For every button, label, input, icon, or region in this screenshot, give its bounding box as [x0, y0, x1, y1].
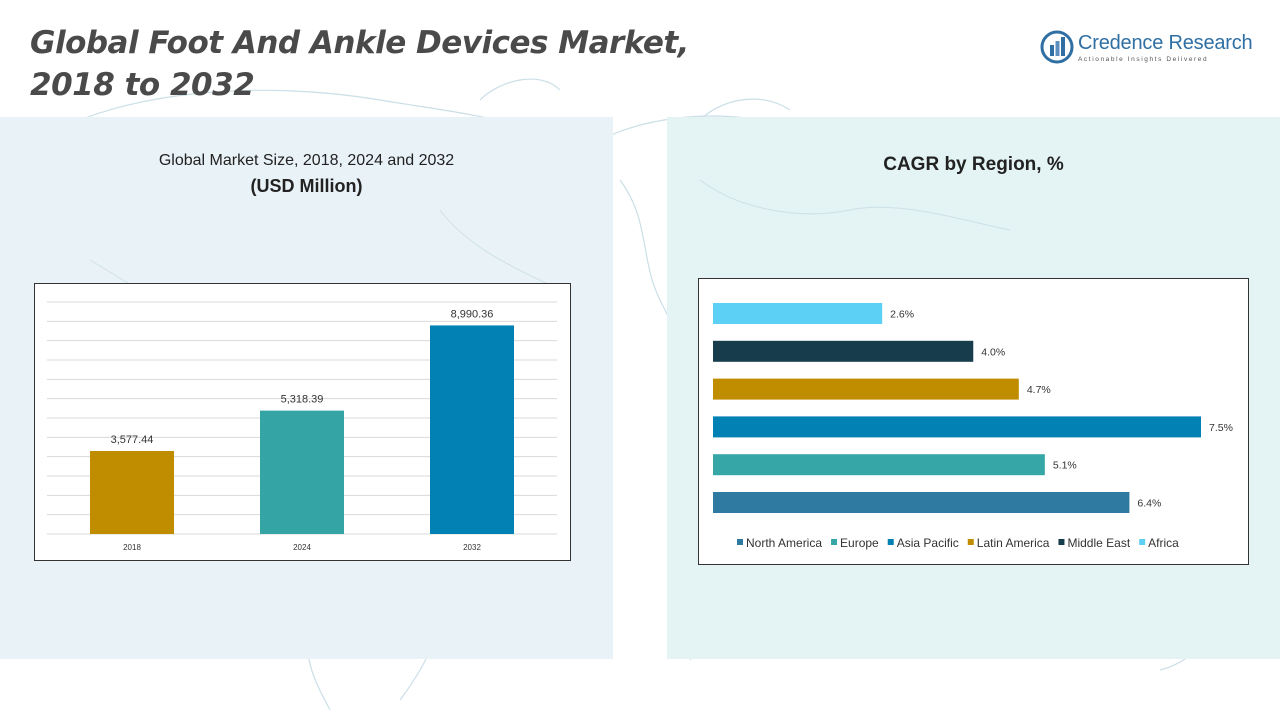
- legend: North America Europe Asia Pacific Latin Ame…: [737, 536, 1179, 550]
- bar-middle-east: [713, 340, 974, 362]
- data-label-europe: 5.1%: [1053, 460, 1077, 472]
- cagr-chart-svg: 2.6% 4.0% 4.7% 7.5% 5.1% 6.4% North America Eur…: [713, 303, 1233, 550]
- bar-north-america: [713, 492, 1130, 513]
- bar-2018: [90, 451, 174, 534]
- legend-label-middle-east: Middle East: [1067, 536, 1130, 550]
- bar-2024: [260, 410, 344, 534]
- legend-label-latin-america: Latin America: [977, 536, 1050, 550]
- legend-swatch-latin-america: [967, 539, 974, 545]
- x-tick-label-2018: 2018: [123, 543, 141, 552]
- data-label-2032: 8,990.36: [451, 308, 494, 320]
- credence-logo-icon: [1040, 30, 1074, 64]
- cagr-chart: 2.6% 4.0% 4.7% 7.5% 5.1% 6.4% North America Eur…: [698, 278, 1249, 565]
- legend-swatch-africa: [1139, 539, 1146, 545]
- legend-label-europe: Europe: [840, 536, 879, 550]
- bar-europe: [713, 454, 1045, 476]
- bar-africa: [713, 303, 883, 324]
- data-label-north-america: 6.4%: [1137, 498, 1161, 510]
- market-size-chart-svg: 3,577.44 2018 5,318.39 2024 8,990.36 2032: [47, 301, 557, 552]
- legend-swatch-asia-pacific: [887, 539, 894, 545]
- data-label-middle-east: 4.0%: [981, 346, 1005, 358]
- page-title-line-1: Global Foot And Ankle Devices Market,: [30, 25, 689, 61]
- data-label-latin-america: 4.7%: [1027, 384, 1051, 396]
- legend-swatch-north-america: [737, 539, 743, 545]
- bar-latin-america: [713, 378, 1019, 400]
- legend-label-asia-pacific: Asia Pacific: [897, 536, 959, 550]
- x-tick-label-2024: 2024: [293, 543, 311, 552]
- market-size-chart: 3,577.44 2018 5,318.39 2024 8,990.36 2032: [34, 283, 571, 561]
- market-size-subtitle: Global Market Size, 2018, 2024 and 2032: [158, 152, 455, 169]
- company-logo: Credence Research Actionable Insights De…: [1040, 30, 1255, 70]
- data-label-2024: 5,318.39: [281, 394, 324, 406]
- bar-2032: [430, 325, 514, 534]
- bar-asia-pacific: [713, 416, 1201, 438]
- legend-label-north-america: North America: [746, 536, 822, 550]
- cagr-title: CAGR by Region, %: [883, 154, 1064, 175]
- logo-name: Credence Research: [1078, 32, 1253, 54]
- data-label-2018: 3,577.44: [111, 434, 154, 446]
- market-size-unit: (USD Million): [250, 176, 363, 196]
- legend-swatch-europe: [831, 539, 838, 545]
- page-title: Global Foot And Ankle Devices Market, 20…: [30, 22, 790, 106]
- logo-tagline: Actionable Insights Delivered: [1078, 56, 1209, 63]
- legend-label-africa: Africa: [1148, 536, 1179, 550]
- legend-swatch-middle-east: [1058, 539, 1065, 545]
- data-label-africa: 2.6%: [890, 309, 914, 321]
- x-tick-label-2032: 2032: [463, 543, 481, 552]
- data-label-asia-pacific: 7.5%: [1209, 422, 1233, 434]
- page-title-line-2: 2018 to 2032: [30, 67, 255, 103]
